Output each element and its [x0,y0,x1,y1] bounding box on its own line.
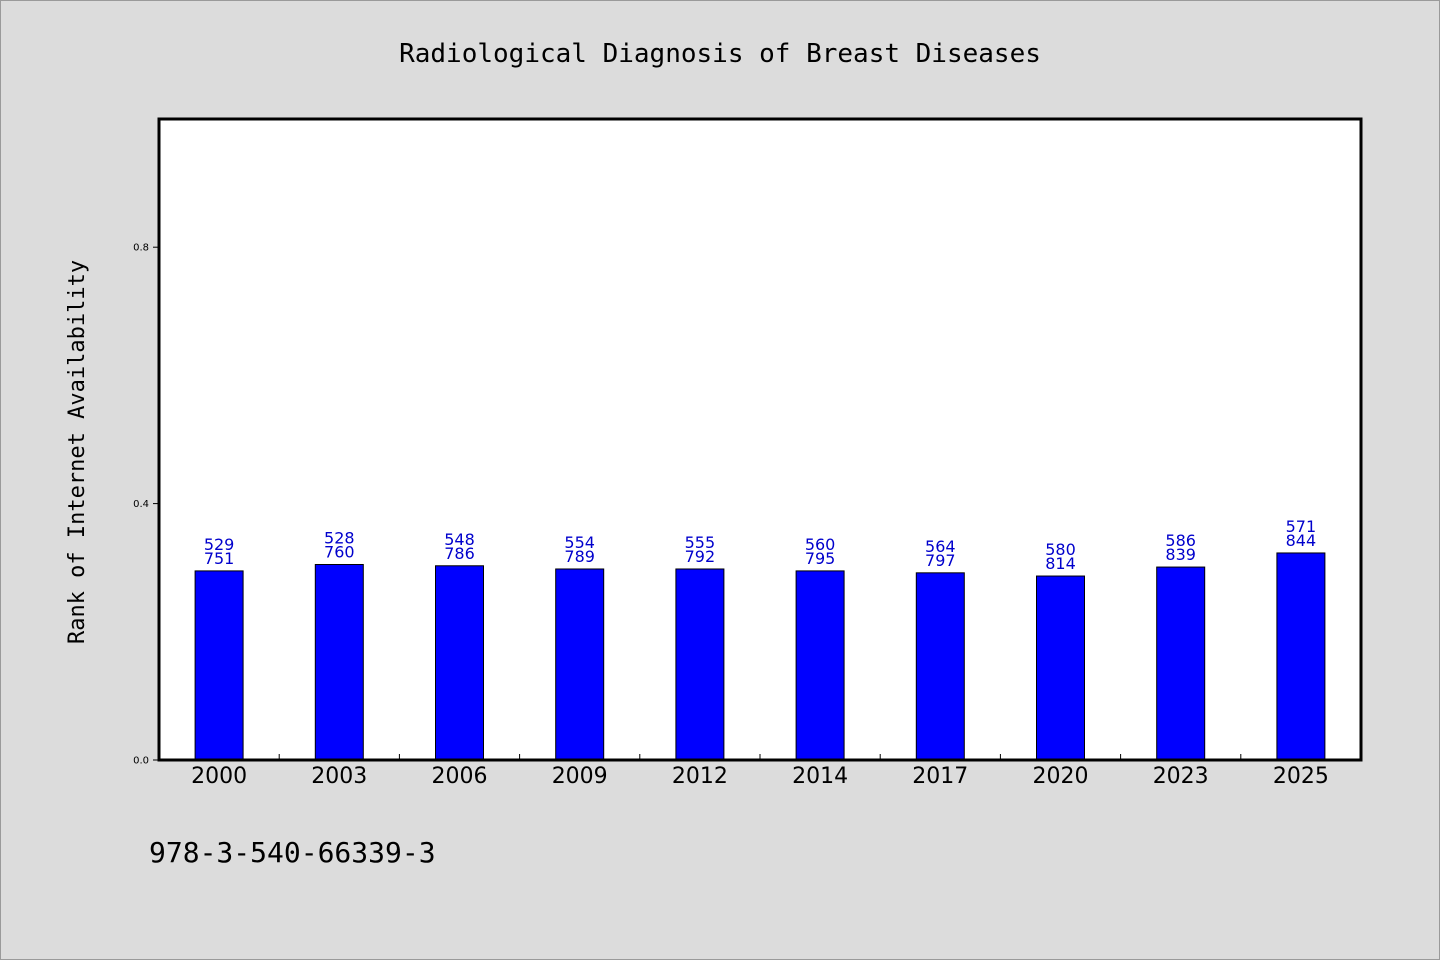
data-label-bottom-2000: 751 [204,549,235,568]
bar-2009 [555,568,605,761]
x-tick-label-2006: 2006 [432,764,488,789]
y-tick-label-0.0: 0.0 [133,756,149,767]
y-axis: 0.0 0.4 0.8 [133,243,159,767]
bar-2023 [1156,566,1206,761]
x-tick-label-2017: 2017 [912,764,968,789]
data-label-top-2020: 580 [1045,540,1076,559]
data-label-bottom-2014: 795 [805,549,836,568]
data-label-bottom-2017: 797 [925,551,956,570]
x-tick-label-2003: 2003 [311,764,367,789]
bar-2020 [1036,575,1085,761]
x-axis: 2000 2003 2006 2009 2012 2014 2017 2020 2023 2025 [191,754,1329,789]
y-tick-label-0.4: 0.4 [133,499,149,510]
y-tick-label-0.8: 0.8 [133,243,149,254]
data-label-top-2006: 548 [444,530,475,549]
chart-title: Radiological Diagnosis of Breast Disease… [399,39,1041,69]
x-tick-label-2025: 2025 [1273,764,1329,789]
data-label-top-2025: 571 [1286,517,1317,536]
data-label-bottom-2003: 760 [324,542,355,561]
bar-2025 [1276,552,1326,761]
bar-2006 [435,565,484,761]
data-label-bottom-2025: 844 [1286,531,1317,550]
data-label-top-2023: 586 [1165,531,1196,550]
x-tick-label-2009: 2009 [552,764,608,789]
x-tick-label-2000: 2000 [191,764,247,789]
bar-2003 [314,563,364,761]
data-label-bottom-2006: 786 [444,544,475,563]
bar-2012 [675,568,725,761]
data-label-top-2014: 560 [805,535,836,554]
data-label-bottom-2023: 839 [1165,545,1196,564]
x-tick-label-2023: 2023 [1153,764,1209,789]
isbn-label: 978-3-540-66339-3 [149,836,436,869]
data-label-bottom-2012: 792 [685,547,716,566]
bar-2014 [795,570,845,761]
y-axis-label: Rank of Internet Availability [65,260,90,644]
data-label-bottom-2020: 814 [1045,554,1076,573]
data-label-bottom-2009: 789 [564,547,595,566]
plot-border [157,117,1363,762]
x-tick-label-2014: 2014 [792,764,848,789]
data-label-top-2003: 528 [324,528,355,547]
bar-2000 [194,570,244,761]
data-label-top-2012: 555 [685,533,716,552]
bars-group [194,552,1326,761]
x-tick-label-2012: 2012 [672,764,728,789]
x-tick-label-2020: 2020 [1033,764,1089,789]
data-label-top-2009: 554 [564,533,595,552]
data-label-top-2000: 529 [204,535,235,554]
data-label-top-2017: 564 [925,537,956,556]
bar-2017 [915,572,965,761]
